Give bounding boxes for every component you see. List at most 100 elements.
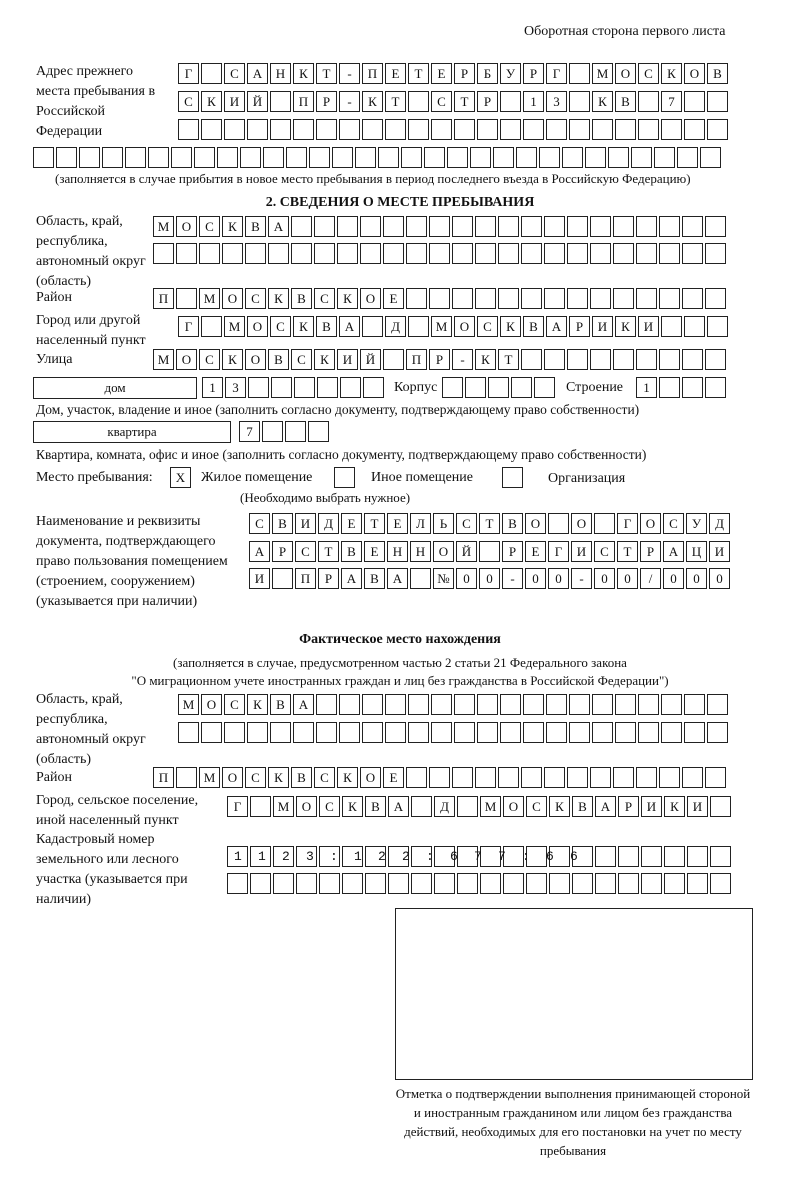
char-cell[interactable] (544, 216, 565, 237)
char-cell[interactable] (511, 377, 532, 398)
char-cell[interactable]: С (270, 316, 291, 337)
char-cell[interactable]: К (337, 288, 358, 309)
char-cell[interactable] (684, 694, 705, 715)
char-cell[interactable] (638, 119, 659, 140)
char-cell[interactable] (480, 873, 501, 894)
char-cell[interactable] (659, 216, 680, 237)
char-cell[interactable]: И (592, 316, 613, 337)
char-cell[interactable]: В (245, 216, 266, 237)
char-cell[interactable] (222, 243, 243, 264)
char-cell[interactable] (339, 694, 360, 715)
option-checkbox-organization[interactable] (502, 467, 525, 489)
char-cell[interactable] (270, 91, 291, 112)
char-cell[interactable] (526, 873, 547, 894)
char-cell[interactable] (457, 873, 478, 894)
char-cell[interactable] (567, 216, 588, 237)
house-type-field[interactable]: дом (33, 377, 197, 399)
char-cell[interactable] (521, 216, 542, 237)
char-cell[interactable] (569, 722, 590, 743)
char-cell[interactable]: Г (178, 63, 199, 84)
char-cell[interactable]: С (249, 513, 270, 534)
char-cell[interactable]: И (687, 796, 708, 817)
char-cell[interactable] (488, 377, 509, 398)
char-cell[interactable] (424, 147, 445, 168)
char-cell[interactable] (521, 288, 542, 309)
char-cell[interactable]: Т (408, 63, 429, 84)
char-cell[interactable] (454, 722, 475, 743)
char-cell[interactable]: - (571, 568, 592, 589)
char-cell[interactable] (339, 119, 360, 140)
char-cell[interactable] (171, 147, 192, 168)
char-cell[interactable]: О (360, 767, 381, 788)
char-cell[interactable]: И (638, 316, 659, 337)
char-cell[interactable] (176, 767, 197, 788)
char-cell[interactable] (618, 846, 639, 867)
char-cell[interactable]: В (523, 316, 544, 337)
char-cell[interactable] (477, 119, 498, 140)
char-cell[interactable] (227, 846, 248, 867)
char-cell[interactable]: Е (364, 541, 385, 562)
char-cell[interactable]: - (502, 568, 523, 589)
char-cell[interactable] (544, 349, 565, 370)
char-cell[interactable]: Г (227, 796, 248, 817)
char-cell[interactable]: А (663, 541, 684, 562)
char-cell[interactable] (684, 119, 705, 140)
char-cell[interactable]: 3 (225, 377, 246, 398)
char-cell[interactable]: Й (247, 91, 268, 112)
char-cell[interactable]: С (295, 541, 316, 562)
char-cell[interactable]: И (295, 513, 316, 534)
char-cell[interactable] (687, 873, 708, 894)
char-cell[interactable] (465, 377, 486, 398)
char-cell[interactable]: Н (270, 63, 291, 84)
char-cell[interactable]: Е (387, 513, 408, 534)
char-cell[interactable] (682, 767, 703, 788)
char-cell[interactable]: Б (477, 63, 498, 84)
char-cell[interactable]: К (268, 288, 289, 309)
char-cell[interactable] (406, 288, 427, 309)
char-cell[interactable]: О (222, 767, 243, 788)
char-cell[interactable] (201, 722, 222, 743)
char-cell[interactable] (705, 349, 726, 370)
char-cell[interactable]: К (247, 694, 268, 715)
char-cell[interactable] (286, 147, 307, 168)
char-cell[interactable] (224, 119, 245, 140)
char-cell[interactable] (618, 873, 639, 894)
char-cell[interactable] (641, 873, 662, 894)
prev-address-row-3[interactable] (178, 119, 730, 141)
char-cell[interactable] (705, 216, 726, 237)
char-cell[interactable] (383, 243, 404, 264)
char-cell[interactable]: В (502, 513, 523, 534)
char-cell[interactable]: Й (456, 541, 477, 562)
char-cell[interactable] (270, 722, 291, 743)
char-cell[interactable]: С (245, 767, 266, 788)
option-checkbox-other[interactable] (334, 467, 357, 489)
char-cell[interactable]: М (480, 796, 501, 817)
char-cell[interactable] (194, 147, 215, 168)
char-cell[interactable]: В (365, 796, 386, 817)
char-cell[interactable] (710, 846, 731, 867)
char-cell[interactable]: 1 (202, 377, 223, 398)
char-cell[interactable] (549, 846, 570, 867)
char-cell[interactable] (245, 243, 266, 264)
char-cell[interactable]: И (709, 541, 730, 562)
char-cell[interactable] (523, 119, 544, 140)
char-cell[interactable] (342, 846, 363, 867)
char-cell[interactable]: И (641, 796, 662, 817)
char-cell[interactable] (447, 147, 468, 168)
char-cell[interactable]: А (268, 216, 289, 237)
char-cell[interactable] (503, 873, 524, 894)
char-cell[interactable]: С (224, 694, 245, 715)
char-cell[interactable] (659, 377, 680, 398)
cadastre-row-1-boxes[interactable] (227, 846, 733, 868)
char-cell[interactable] (176, 243, 197, 264)
char-cell[interactable] (153, 243, 174, 264)
char-cell[interactable]: Е (385, 63, 406, 84)
char-cell[interactable]: К (268, 767, 289, 788)
char-cell[interactable]: В (615, 91, 636, 112)
char-cell[interactable] (33, 147, 54, 168)
char-cell[interactable] (641, 846, 662, 867)
char-cell[interactable] (406, 243, 427, 264)
char-cell[interactable]: С (456, 513, 477, 534)
char-cell[interactable] (682, 349, 703, 370)
char-cell[interactable] (710, 873, 731, 894)
